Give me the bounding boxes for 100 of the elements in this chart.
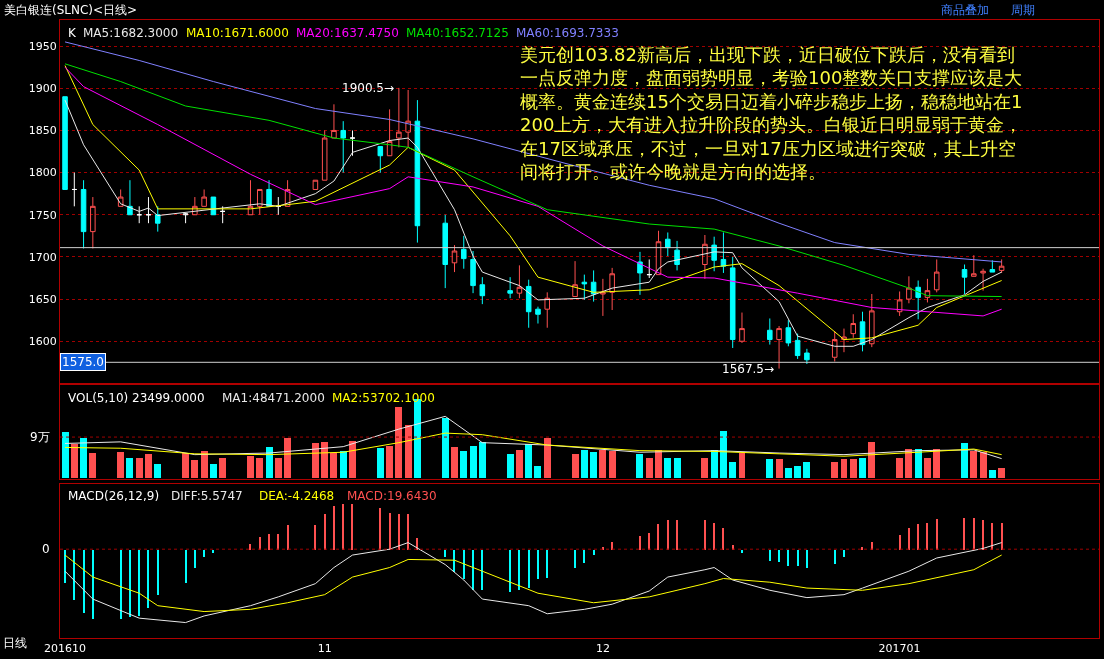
x-tick-label: 201610 [44, 642, 87, 656]
candlestick [702, 234, 708, 280]
bar [64, 549, 66, 583]
bar [794, 466, 801, 479]
candlestick [637, 251, 643, 296]
bar [330, 453, 337, 479]
bar [704, 519, 706, 550]
text: MA1:48471.2000 [222, 391, 325, 405]
candlestick [192, 196, 198, 216]
bar [154, 464, 161, 479]
candlestick [804, 348, 810, 365]
candlestick [535, 306, 541, 325]
candlestick [896, 290, 903, 317]
candlestick [117, 188, 124, 207]
bar [611, 541, 613, 550]
bar [785, 468, 792, 479]
ref-line-label: 1575.0 [62, 355, 104, 369]
text: MA5:1682.3000 [83, 26, 179, 40]
bar [868, 442, 875, 479]
bar [701, 458, 708, 479]
bar [321, 442, 328, 479]
bar [340, 451, 347, 479]
candlestick [581, 274, 588, 301]
bar [667, 519, 669, 550]
text: 商品叠加 [941, 3, 989, 17]
bar [507, 454, 514, 479]
bar [861, 546, 863, 550]
bar [646, 458, 653, 479]
bar [518, 549, 520, 590]
candlestick [219, 205, 226, 224]
bar [797, 549, 799, 566]
candlestick [674, 240, 680, 271]
bar [655, 450, 662, 479]
candlestick [980, 268, 986, 292]
candlestick [720, 231, 727, 274]
candlestick [544, 291, 551, 329]
bar [256, 458, 263, 479]
bar [905, 449, 912, 479]
bar [998, 468, 1005, 479]
ref-line-label: 9万 [30, 430, 50, 444]
bar [249, 543, 251, 550]
y-tick-label: 1800 [28, 166, 57, 180]
bar [657, 523, 659, 550]
bar [247, 456, 254, 479]
y-tick-label: 1650 [28, 292, 57, 306]
bar [806, 549, 808, 568]
bar [147, 549, 149, 608]
legend-title: MACD(26,12,9) [68, 489, 160, 503]
bar [398, 513, 400, 550]
bar [720, 431, 727, 479]
candlestick [971, 254, 977, 277]
bar [117, 452, 124, 479]
bar [509, 549, 511, 592]
series-label: MACD:19.6430 [347, 489, 437, 503]
candlestick [600, 278, 606, 317]
bar [287, 524, 289, 550]
bar [157, 549, 159, 595]
bar [481, 549, 483, 590]
bar [537, 549, 539, 579]
candlestick [62, 96, 68, 190]
bar [915, 449, 922, 479]
text: MA10:1671.6000 [186, 26, 289, 40]
bar [89, 453, 96, 479]
y-tick-label: 1850 [28, 124, 57, 138]
candlestick [377, 145, 384, 174]
bar [899, 534, 901, 550]
bar [534, 466, 541, 479]
text: MA60:1693.7333 [516, 26, 619, 40]
text: 日线 [3, 636, 27, 650]
bar [212, 549, 214, 553]
bar [83, 549, 85, 613]
bar [138, 549, 140, 616]
bar [739, 453, 745, 479]
candlestick [794, 333, 801, 360]
legend-title: K [68, 26, 77, 40]
bar [528, 549, 530, 588]
candlestick [71, 172, 78, 207]
candlestick [414, 99, 421, 244]
bar [926, 522, 928, 550]
bar [766, 459, 773, 479]
candlestick [396, 87, 402, 148]
bar [989, 470, 996, 479]
candlestick [312, 179, 319, 190]
bar [831, 462, 838, 479]
bar [778, 549, 780, 562]
x-tick-label: 201701 [878, 642, 921, 656]
bar [386, 446, 393, 479]
candlestick [998, 258, 1005, 274]
bar [933, 449, 940, 479]
bar [583, 549, 585, 563]
bar [769, 549, 771, 561]
bar [636, 454, 643, 479]
candlestick [349, 129, 356, 157]
bar [312, 443, 319, 479]
bar [711, 450, 718, 479]
bar [185, 549, 187, 583]
candlestick [869, 293, 875, 348]
bar [395, 407, 402, 479]
bar [379, 507, 381, 550]
candlestick [266, 179, 272, 207]
